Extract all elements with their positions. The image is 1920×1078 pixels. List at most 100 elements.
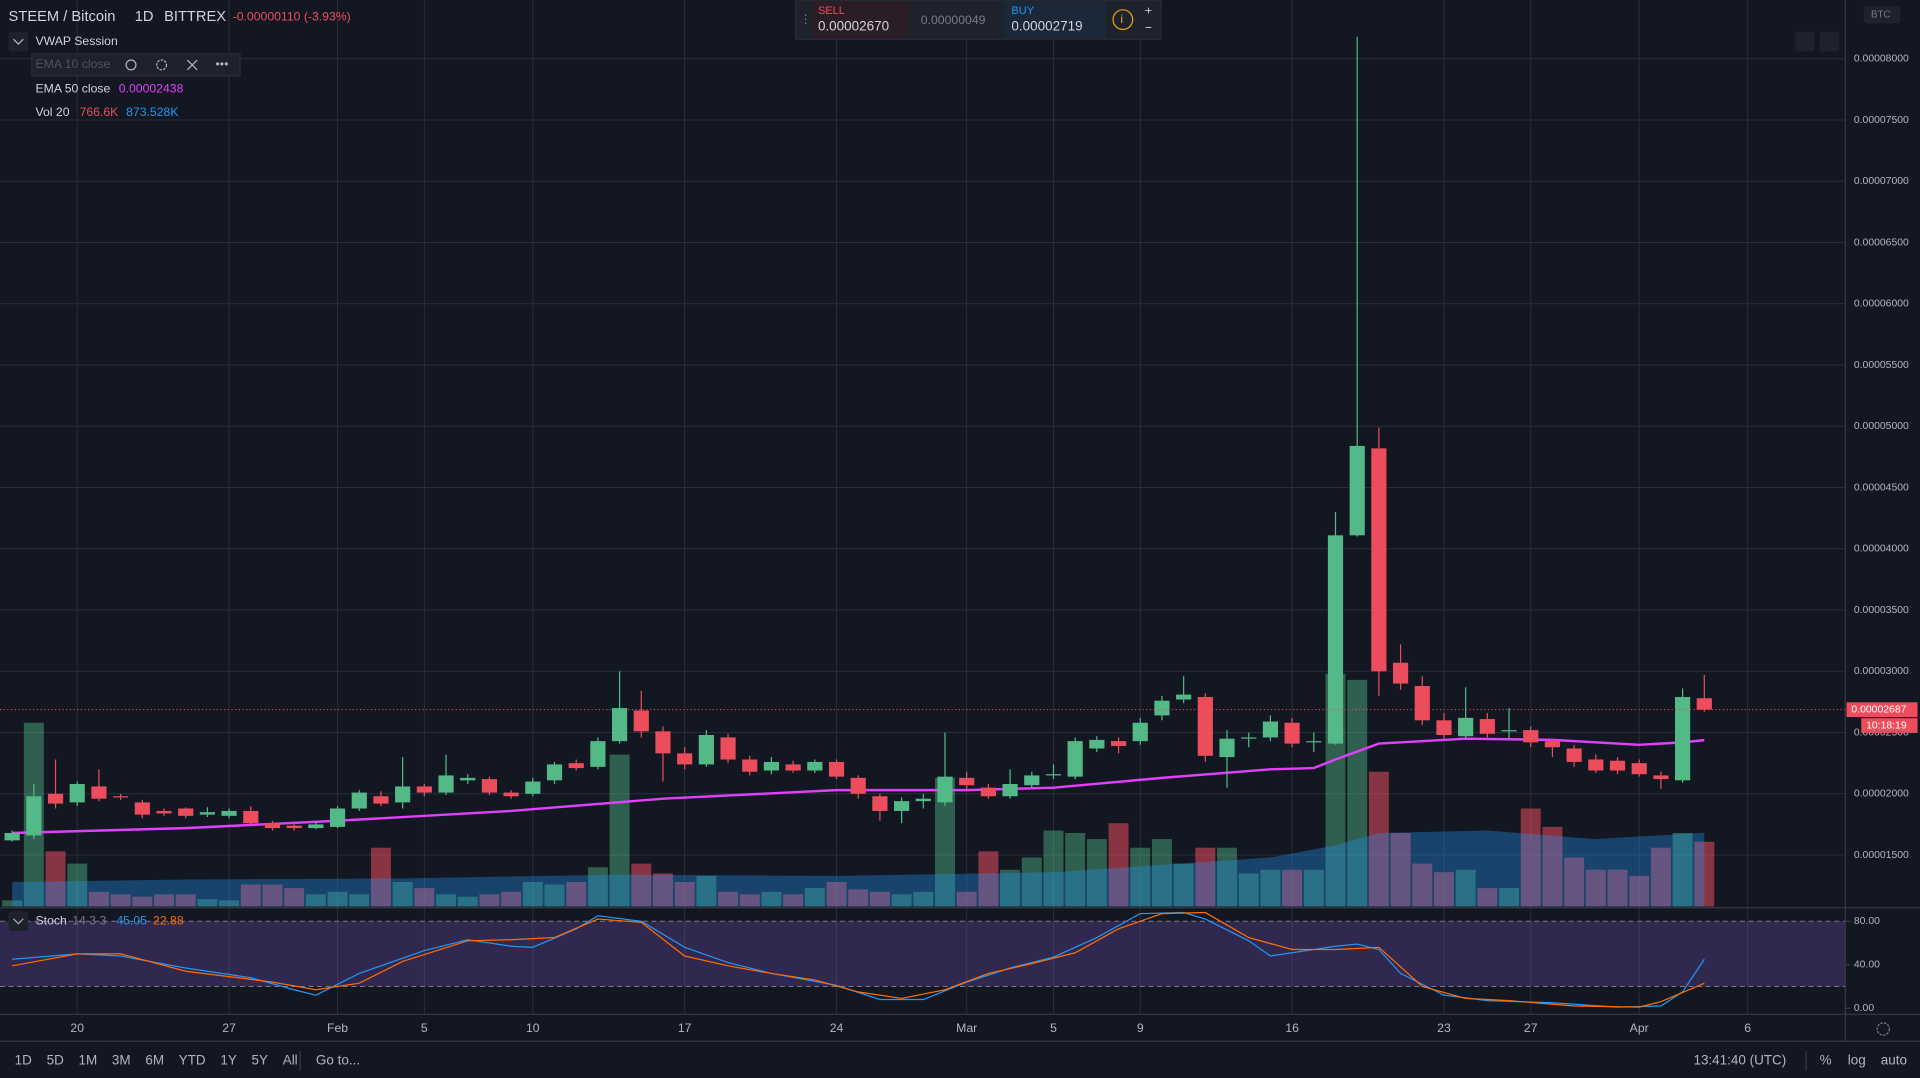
currency-box bbox=[1863, 6, 1901, 24]
percent-button[interactable]: % bbox=[1820, 1052, 1832, 1067]
candle-body bbox=[1176, 694, 1192, 700]
y-tick-label: 0.00007000 bbox=[1854, 176, 1909, 187]
candle-body bbox=[438, 775, 454, 793]
range-button[interactable]: 1M bbox=[79, 1052, 98, 1067]
download-button[interactable] bbox=[1795, 31, 1815, 52]
y-tick-label: 0.00006500 bbox=[1854, 237, 1909, 248]
volume-bar bbox=[1607, 869, 1628, 907]
candle-body bbox=[69, 784, 85, 803]
volume-bar bbox=[674, 882, 695, 907]
volume-bar bbox=[1412, 863, 1433, 907]
volume-bar bbox=[1455, 869, 1476, 907]
stoch-d-value: 22.88 bbox=[153, 913, 184, 927]
remove-icon[interactable] bbox=[186, 59, 198, 71]
candle-body bbox=[633, 710, 649, 732]
range-button[interactable]: 5Y bbox=[252, 1052, 268, 1067]
volume-bar bbox=[88, 891, 109, 907]
candle-body bbox=[308, 824, 324, 829]
volume-bar bbox=[1065, 833, 1086, 907]
currency: BTC bbox=[1871, 9, 1891, 20]
volume-bar bbox=[1260, 869, 1281, 907]
auto-button[interactable]: auto bbox=[1881, 1052, 1907, 1067]
candle-body bbox=[1306, 741, 1322, 743]
chevron-icon bbox=[13, 38, 24, 45]
range-button[interactable]: 1D bbox=[15, 1052, 32, 1067]
range-button[interactable]: 5D bbox=[47, 1052, 64, 1067]
candle-body bbox=[47, 793, 64, 804]
volume-bar bbox=[1151, 839, 1172, 907]
candle-body bbox=[1089, 739, 1105, 749]
volume-bar bbox=[1650, 847, 1671, 907]
sell-button[interactable] bbox=[811, 1, 910, 38]
candle-body bbox=[1045, 774, 1062, 776]
candle-body bbox=[395, 786, 411, 803]
x-tick-label: 16 bbox=[1285, 1021, 1299, 1035]
candle-body bbox=[113, 796, 129, 798]
x-tick-label: 5 bbox=[421, 1021, 428, 1035]
y-tick-label: 0.00002000 bbox=[1854, 789, 1909, 800]
candle-body bbox=[742, 759, 758, 772]
refresh-button[interactable] bbox=[1819, 31, 1840, 52]
volume-bar bbox=[1195, 847, 1216, 907]
candle-body bbox=[329, 808, 346, 827]
info-icon[interactable] bbox=[1112, 9, 1134, 31]
stoch-d-line bbox=[12, 911, 1705, 1008]
range-button[interactable]: 1Y bbox=[220, 1052, 236, 1067]
minus-button[interactable]: − bbox=[1145, 20, 1152, 34]
range-button[interactable]: YTD bbox=[179, 1052, 206, 1067]
volume-bar bbox=[284, 888, 305, 907]
volume-bar bbox=[479, 894, 500, 907]
volume-bar bbox=[414, 888, 435, 907]
candle-body bbox=[915, 798, 931, 802]
volume-bar bbox=[1672, 833, 1693, 907]
volume-bar bbox=[522, 882, 543, 907]
volume-bar bbox=[1477, 888, 1498, 907]
candle-body bbox=[243, 810, 259, 824]
settings-icon[interactable] bbox=[156, 59, 168, 71]
countdown-tag bbox=[1861, 718, 1918, 733]
candle-body bbox=[221, 810, 237, 816]
last-price-tag bbox=[1846, 702, 1918, 717]
goto-button[interactable]: Go to... bbox=[316, 1052, 360, 1067]
candle-body bbox=[1067, 741, 1083, 777]
candle-body bbox=[1414, 686, 1430, 721]
volume-bar bbox=[392, 882, 413, 907]
volume-bar bbox=[1000, 869, 1021, 907]
collapse-button[interactable] bbox=[8, 31, 29, 52]
volume-bar bbox=[1499, 888, 1520, 907]
more-icon[interactable]: ••• bbox=[216, 57, 229, 71]
volume-bar bbox=[240, 884, 261, 907]
buy-label: BUY bbox=[1011, 5, 1034, 17]
x-tick-label: 24 bbox=[830, 1021, 844, 1035]
volume-bar bbox=[1173, 863, 1194, 907]
candle-body bbox=[156, 810, 172, 814]
y-tick-label: 0.00007500 bbox=[1854, 115, 1909, 126]
volume-bar bbox=[262, 884, 283, 907]
range-button[interactable]: 6M bbox=[145, 1052, 164, 1067]
vwap-legend: VWAP Session bbox=[36, 34, 118, 48]
candle-body bbox=[134, 802, 150, 815]
clock: 13:41:40 (UTC) bbox=[1693, 1052, 1786, 1067]
volume-bar bbox=[1303, 869, 1324, 907]
log-button[interactable]: log bbox=[1848, 1052, 1866, 1067]
stoch-collapse[interactable] bbox=[8, 911, 29, 931]
volume-bar bbox=[978, 851, 999, 907]
range-button[interactable]: All bbox=[283, 1052, 298, 1067]
volume-bar bbox=[631, 863, 652, 907]
range-button[interactable]: 3M bbox=[112, 1052, 131, 1067]
countdown-label: 10:18:19 bbox=[1866, 720, 1907, 731]
volume-bar bbox=[1368, 771, 1389, 907]
buy-button[interactable] bbox=[1004, 1, 1106, 38]
candle-body bbox=[460, 777, 476, 781]
volume-bar bbox=[761, 891, 782, 907]
hide-icon[interactable] bbox=[125, 59, 137, 71]
volume-bar bbox=[1282, 869, 1303, 907]
chevron-icon bbox=[13, 918, 24, 925]
drag-handle[interactable]: ⋮ bbox=[800, 12, 812, 26]
candle-body bbox=[1501, 730, 1517, 732]
volume-bar bbox=[935, 777, 955, 907]
settings-icon[interactable] bbox=[1876, 1022, 1890, 1036]
plus-button[interactable]: + bbox=[1145, 3, 1152, 17]
